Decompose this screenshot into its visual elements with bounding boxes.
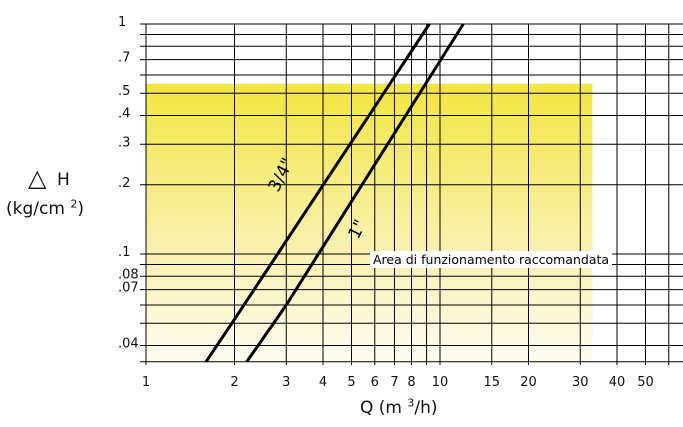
x-axis-title: Q (m 3/h) (360, 396, 438, 418)
x-tick-label: 2 (230, 375, 238, 390)
x-tick-label: 20 (520, 375, 537, 390)
xlabel-sup: 3 (407, 396, 415, 410)
x-tick-label: 7 (390, 375, 398, 390)
y-tick-label: .4 (118, 107, 130, 122)
y-tick-label: .08 (118, 267, 139, 282)
y-tick-label: .2 (118, 176, 130, 191)
x-tick-label: 50 (637, 375, 654, 390)
y-tick-label: .07 (118, 281, 139, 296)
x-tick-label: 40 (609, 375, 626, 390)
series-line (204, 23, 431, 363)
ylabel-symbol: △ (28, 164, 47, 192)
x-tick-label: 6 (371, 375, 379, 390)
recommended-area-label-bg (370, 251, 613, 268)
x-tick-label: 10 (432, 375, 449, 390)
recommended-area (146, 83, 593, 362)
xlabel-main: Q (m (360, 398, 408, 418)
x-tick-label: 1 (142, 375, 150, 390)
y-tick-label: .1 (118, 245, 130, 260)
recommended-area-label: Area di funzionamento raccomandata (373, 252, 609, 267)
x-tick-label: 30 (572, 375, 589, 390)
x-tick-label: 15 (483, 375, 500, 390)
ylabel-unit-tail: ) (77, 199, 84, 219)
y-tick-label: .3 (118, 135, 130, 150)
y-tick-label: .7 (118, 51, 130, 66)
x-tick-label: 5 (347, 375, 355, 390)
y-tick-label: .04 (118, 337, 139, 352)
xlabel-tail: /h) (414, 398, 438, 418)
y-tick-label: .5 (118, 84, 130, 99)
x-tick-label: 8 (407, 375, 415, 390)
ylabel-unit-main: (kg/cm (6, 199, 71, 219)
x-tick-label: 4 (319, 375, 327, 390)
ylabel-letter: H (57, 170, 70, 190)
ylabel-unit-sup: 2 (70, 197, 78, 211)
ylabel-unit: (kg/cm 2) (6, 198, 84, 219)
y-tick-label: 1 (118, 15, 126, 30)
series-line (245, 23, 465, 363)
x-tick-label: 3 (282, 375, 290, 390)
